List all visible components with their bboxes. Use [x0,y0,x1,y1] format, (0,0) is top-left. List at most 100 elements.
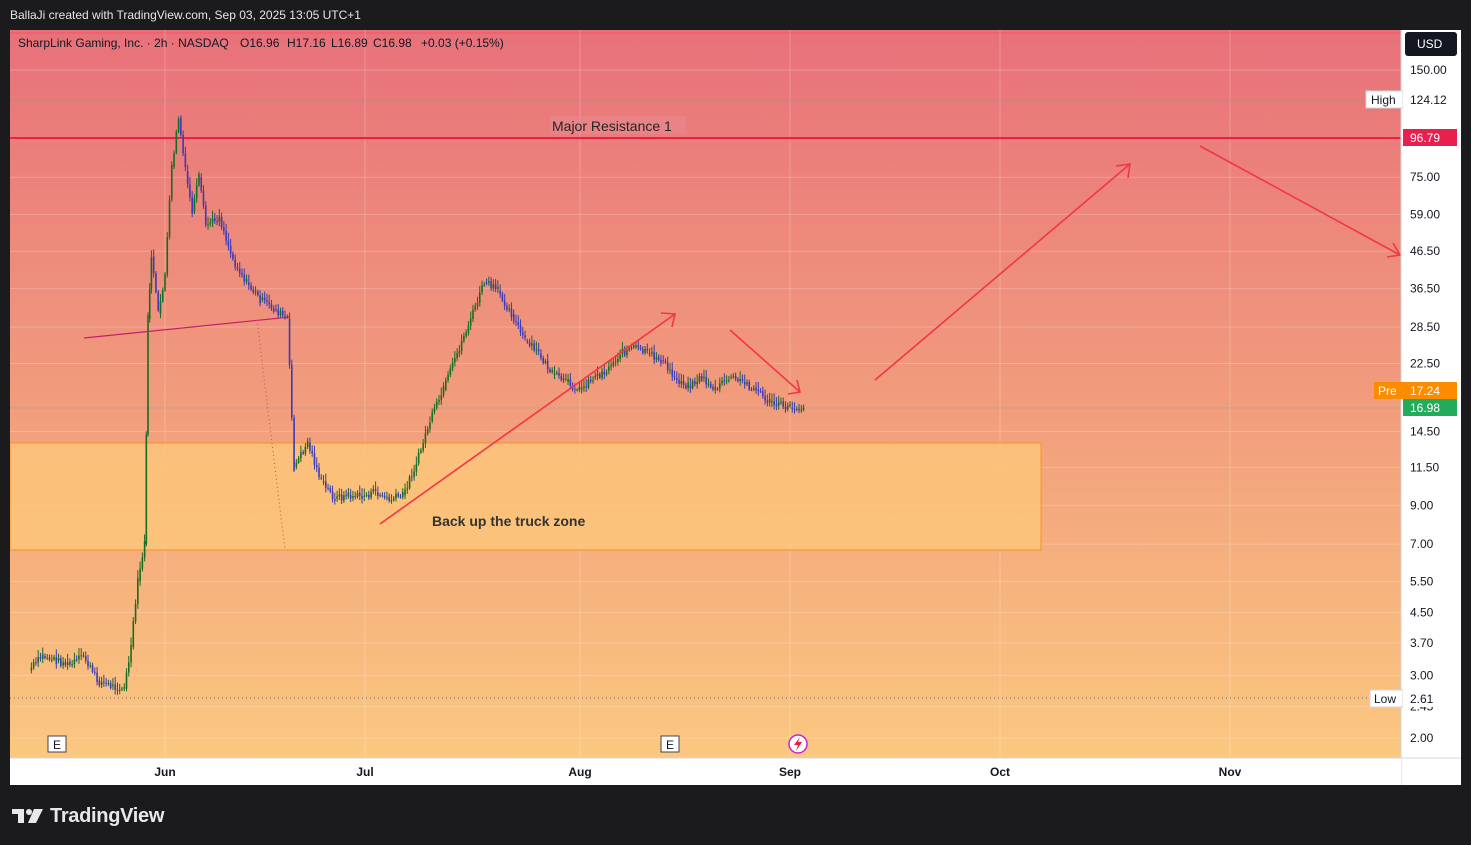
candle-body [200,177,203,191]
x-tick-label: Aug [568,765,591,779]
candle-body [673,376,676,378]
candle-body [592,380,594,382]
candle-body [370,491,372,498]
candle-body [510,308,513,318]
candle-body [288,319,291,365]
candle-body [404,489,406,496]
candle-body [481,285,483,293]
candle-body [653,352,655,360]
candle-body [700,375,703,381]
candle-body [241,273,243,275]
candle-body [254,291,257,293]
candle-body [164,274,166,291]
candle-body [537,349,540,352]
candle-body [746,382,748,385]
time-axis[interactable] [10,758,1401,785]
candle-body [293,417,295,471]
high-value-bg [1403,91,1457,108]
candle-body [87,660,89,667]
candle-body [247,282,250,286]
candle-body [103,681,105,683]
candle-body [685,384,687,389]
candle-body [186,171,189,185]
y-tick-label: 11.50 [1410,460,1439,474]
candle-body [327,487,329,489]
candle-body [714,386,717,390]
candle-body [397,493,400,497]
candle-body [544,360,547,364]
candle-body [180,117,182,135]
candle-body [243,274,246,282]
candle-body [716,389,719,391]
arrow-up-1[interactable] [379,312,676,525]
candle-body [204,205,207,225]
candle-body [578,386,581,390]
candle-body [791,407,794,409]
candle-body [62,662,64,666]
candle-body [193,198,196,212]
candle-body [383,495,386,498]
arrow-up-2[interactable] [874,163,1131,381]
arrow-down-2[interactable] [1199,145,1402,258]
candle-body [642,349,644,353]
candle-body [795,408,798,410]
pre-tag: Pre [1378,384,1397,398]
candle-body [324,481,327,488]
candle-body [619,355,621,360]
candle-body [741,378,744,381]
dividend-bolt-icon[interactable] [788,734,808,754]
candle-body [583,386,585,388]
candle-body [764,396,766,401]
earnings-marker-2[interactable]: E [660,735,680,753]
candle-body [48,657,51,660]
candle-body [766,400,769,403]
y-tick-label: 3.00 [1410,668,1434,682]
candle-body [66,661,69,666]
currency-label: USD [1417,37,1443,51]
candle-body [605,372,608,375]
price-chart[interactable]: Back up the truck zone Major Resistance … [10,30,1461,785]
candle-body [682,380,685,385]
candle-body [535,349,538,351]
candle-body [415,463,418,472]
candle-body [220,217,223,228]
candle-body [655,357,658,360]
candle-body [614,361,617,363]
candle-body [752,387,755,390]
support-trendline[interactable] [83,316,291,339]
arrow-down-1[interactable] [729,329,801,395]
candle-body [145,434,148,545]
candle-body [494,284,497,289]
candle-body [524,335,526,338]
candle-body [134,604,137,622]
candle-body [664,361,667,363]
candle-body [420,450,422,453]
candle-body [388,496,390,501]
tradingview-logo[interactable]: TradingView [12,802,164,830]
candle-body [472,309,474,320]
earnings-marker-1[interactable]: E [47,735,67,753]
candle-body [304,446,307,454]
candle-body [189,184,191,197]
candle-body [712,387,714,390]
candle-body [263,297,266,301]
candle-body [368,494,370,498]
candle-body [123,687,126,689]
low-value: 2.61 [1410,692,1434,706]
candle-body [250,285,252,290]
buy-zone-box[interactable] [10,442,1042,551]
candle-body [266,300,268,303]
candle-body [322,481,325,483]
candle-body [705,376,708,385]
candle-body [553,373,556,375]
currency-badge[interactable] [1405,32,1457,56]
y-tick-label: 46.50 [1410,244,1440,258]
candle-body [521,332,524,336]
drawings[interactable] [83,145,1402,551]
candle-body [777,402,780,406]
candle-body [531,343,533,346]
candle-body [540,353,542,359]
candle-body [297,458,300,463]
x-tick-label: Oct [990,765,1010,779]
legend-symbol[interactable]: SharpLink Gaming, Inc. · 2h · NASDAQ [18,36,229,50]
